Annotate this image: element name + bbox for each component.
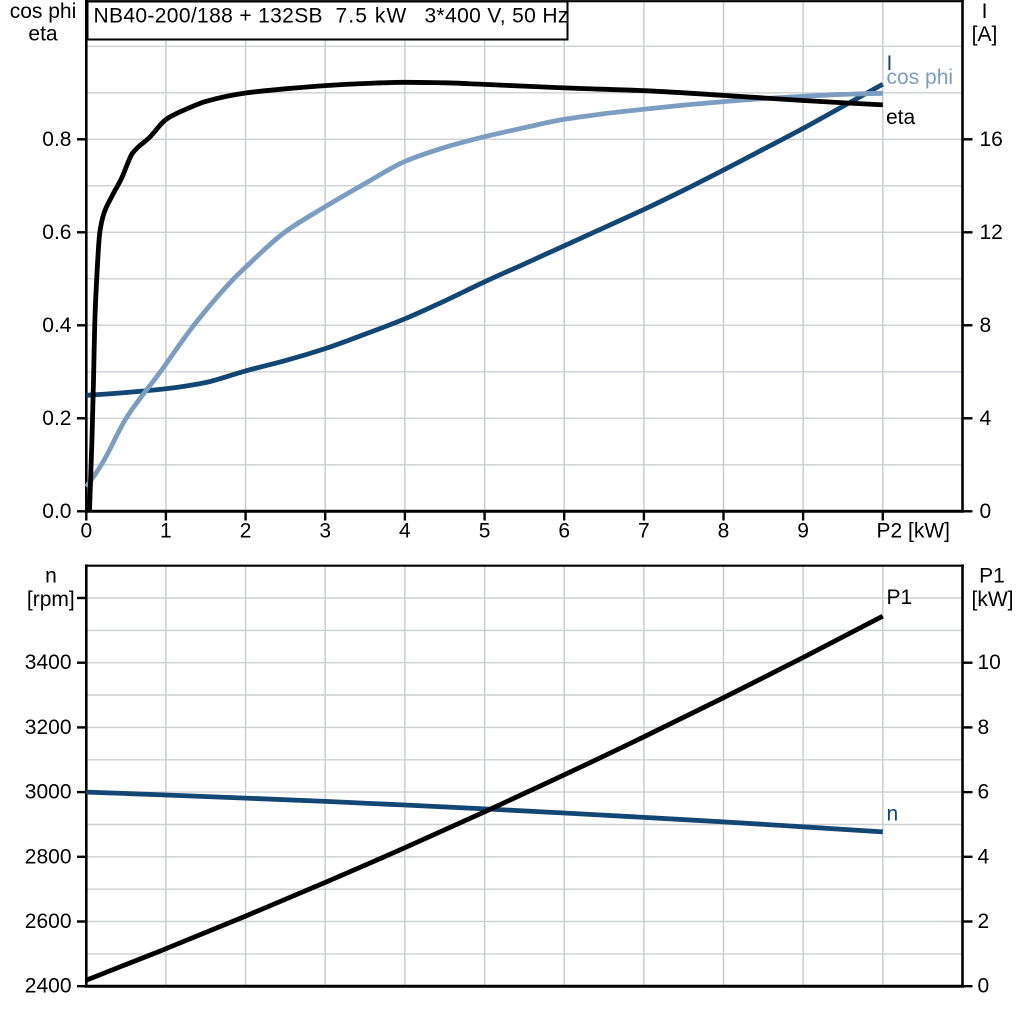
svg-text:P1: P1 [979, 565, 1005, 588]
svg-text:8: 8 [718, 520, 730, 543]
svg-text:7: 7 [638, 520, 650, 543]
svg-text:5: 5 [479, 520, 491, 543]
svg-text:2: 2 [978, 910, 990, 933]
svg-text:eta: eta [886, 106, 916, 129]
svg-text:6: 6 [558, 520, 570, 543]
svg-text:0.6: 0.6 [42, 221, 71, 244]
svg-text:0: 0 [978, 975, 990, 998]
svg-text:12: 12 [980, 221, 1003, 244]
svg-text:2600: 2600 [25, 910, 72, 933]
svg-text:n: n [887, 803, 899, 826]
svg-text:2400: 2400 [25, 975, 72, 998]
svg-text:I: I [982, 0, 988, 23]
svg-text:16: 16 [980, 128, 1003, 151]
svg-text:0: 0 [80, 520, 92, 543]
svg-text:0.2: 0.2 [42, 407, 71, 430]
svg-text:eta: eta [28, 23, 58, 46]
svg-text:0.4: 0.4 [42, 314, 72, 337]
svg-text:[kW]: [kW] [972, 588, 1014, 611]
svg-text:P1: P1 [887, 586, 913, 609]
svg-text:8: 8 [978, 716, 990, 739]
svg-text:0: 0 [980, 500, 992, 523]
svg-text:I: I [887, 52, 893, 75]
svg-text:[rpm]: [rpm] [27, 588, 75, 611]
svg-text:0.0: 0.0 [42, 500, 71, 523]
svg-text:4: 4 [980, 407, 992, 430]
svg-text:6: 6 [978, 781, 990, 804]
svg-text:P2 [kW]: P2 [kW] [877, 520, 951, 543]
svg-text:3: 3 [319, 520, 331, 543]
svg-text:7.5 kW: 7.5 kW [336, 4, 408, 27]
svg-text:3200: 3200 [25, 716, 72, 739]
svg-text:0.8: 0.8 [42, 128, 71, 151]
svg-text:NB40-200/188 + 132SB: NB40-200/188 + 132SB [94, 4, 323, 27]
svg-text:3*400 V, 50 Hz: 3*400 V, 50 Hz [425, 4, 569, 27]
svg-text:n: n [45, 565, 57, 588]
svg-text:8: 8 [980, 314, 992, 337]
svg-text:cos phi: cos phi [10, 0, 77, 23]
svg-text:2: 2 [240, 520, 252, 543]
svg-text:2800: 2800 [25, 845, 72, 868]
svg-text:3400: 3400 [25, 651, 72, 674]
svg-text:cos phi: cos phi [887, 66, 954, 89]
svg-text:4: 4 [399, 520, 411, 543]
svg-text:3000: 3000 [25, 781, 72, 804]
svg-text:4: 4 [978, 845, 990, 868]
svg-text:10: 10 [978, 651, 1001, 674]
svg-text:[A]: [A] [972, 23, 998, 46]
svg-text:9: 9 [797, 520, 809, 543]
svg-text:1: 1 [160, 520, 172, 543]
